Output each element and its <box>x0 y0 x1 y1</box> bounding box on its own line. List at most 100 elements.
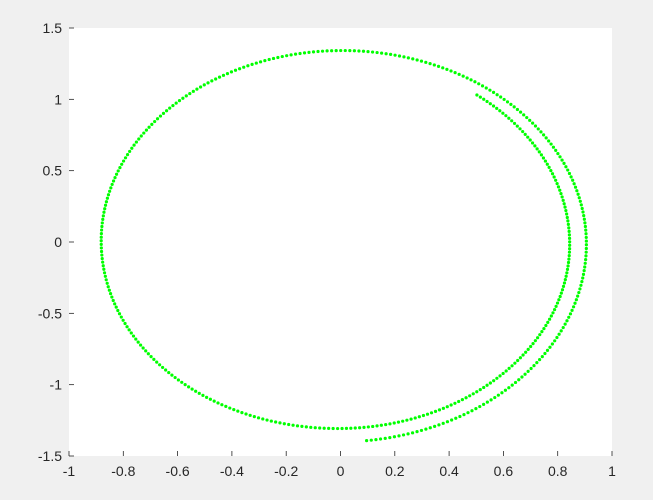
data-point <box>361 49 366 53</box>
data-point <box>242 65 246 69</box>
data-point <box>545 348 550 352</box>
data-point <box>194 389 198 393</box>
data-point <box>436 64 441 68</box>
data-point <box>274 420 278 424</box>
data-point <box>510 383 514 387</box>
data-point <box>545 162 549 166</box>
data-point <box>144 128 149 132</box>
data-point <box>271 56 276 61</box>
data-point <box>389 52 393 57</box>
data-point <box>205 395 209 399</box>
data-point <box>561 325 565 330</box>
data-point <box>567 233 571 237</box>
data-point <box>549 314 553 318</box>
data-point <box>560 288 565 292</box>
data-point <box>538 358 542 362</box>
data-point <box>433 409 438 413</box>
data-point <box>378 437 383 441</box>
data-point <box>469 78 473 82</box>
data-point <box>100 221 104 225</box>
data-point <box>510 119 514 123</box>
data-point <box>547 165 551 169</box>
data-point <box>343 48 347 53</box>
data-point <box>127 328 131 332</box>
data-point <box>513 380 518 385</box>
data-point <box>384 422 388 427</box>
data-point <box>129 331 133 335</box>
data-point <box>575 189 579 193</box>
data-point <box>549 168 553 173</box>
data-point <box>318 426 322 430</box>
data-point <box>570 308 574 312</box>
data-point <box>559 191 563 196</box>
data-point <box>307 50 311 54</box>
data-point <box>549 142 553 146</box>
data-point <box>102 271 107 275</box>
data-point <box>280 54 284 59</box>
data-point <box>461 74 465 78</box>
data-point <box>565 319 569 323</box>
x-tick-label: -0.6 <box>166 463 190 479</box>
data-point <box>547 139 551 143</box>
data-point <box>170 373 174 377</box>
data-point <box>100 228 104 232</box>
data-point <box>473 80 477 84</box>
data-point <box>134 337 138 341</box>
data-point <box>392 435 397 439</box>
data-point <box>566 219 570 223</box>
data-point <box>553 339 557 343</box>
data-point <box>293 52 298 56</box>
x-tick-label: 1 <box>608 463 616 479</box>
data-point <box>500 391 504 395</box>
data-point <box>515 124 519 128</box>
data-point <box>567 257 571 261</box>
data-point <box>482 97 486 101</box>
data-point <box>515 107 520 112</box>
data-point <box>489 398 493 402</box>
data-point <box>295 424 300 428</box>
data-point <box>248 413 252 417</box>
y-tick-label: 0 <box>54 234 62 250</box>
y-tick-label: 1 <box>54 91 62 107</box>
data-point <box>357 49 361 53</box>
x-tick-label: -0.4 <box>220 463 244 479</box>
data-point <box>495 93 499 97</box>
data-point <box>353 426 357 430</box>
data-point <box>521 129 525 134</box>
data-point <box>125 153 130 157</box>
data-point <box>212 399 216 403</box>
data-point <box>551 311 555 315</box>
axes-background <box>69 28 612 456</box>
data-point <box>123 156 128 160</box>
data-point <box>393 53 397 57</box>
data-point <box>128 149 132 154</box>
data-point <box>158 114 163 118</box>
data-point <box>183 383 187 387</box>
data-point <box>429 411 434 415</box>
data-point <box>567 226 571 230</box>
data-point <box>417 415 421 419</box>
data-point <box>498 374 502 378</box>
data-point <box>340 426 344 431</box>
data-point <box>164 368 168 372</box>
data-point <box>568 312 573 316</box>
data-point <box>424 427 428 431</box>
data-point <box>529 344 533 349</box>
data-point <box>177 99 182 103</box>
data-point <box>540 330 544 334</box>
data-point <box>495 376 499 380</box>
data-point <box>225 71 230 76</box>
data-point <box>571 178 575 182</box>
data-point <box>331 426 335 431</box>
data-point <box>484 86 488 90</box>
data-point <box>445 67 449 71</box>
data-point <box>552 307 557 312</box>
data-point <box>557 332 561 336</box>
data-point <box>99 246 103 250</box>
data-point <box>419 428 424 433</box>
data-point <box>517 378 521 382</box>
data-point <box>421 413 426 418</box>
data-point <box>550 172 555 176</box>
data-point <box>554 304 558 308</box>
data-point <box>533 124 538 128</box>
